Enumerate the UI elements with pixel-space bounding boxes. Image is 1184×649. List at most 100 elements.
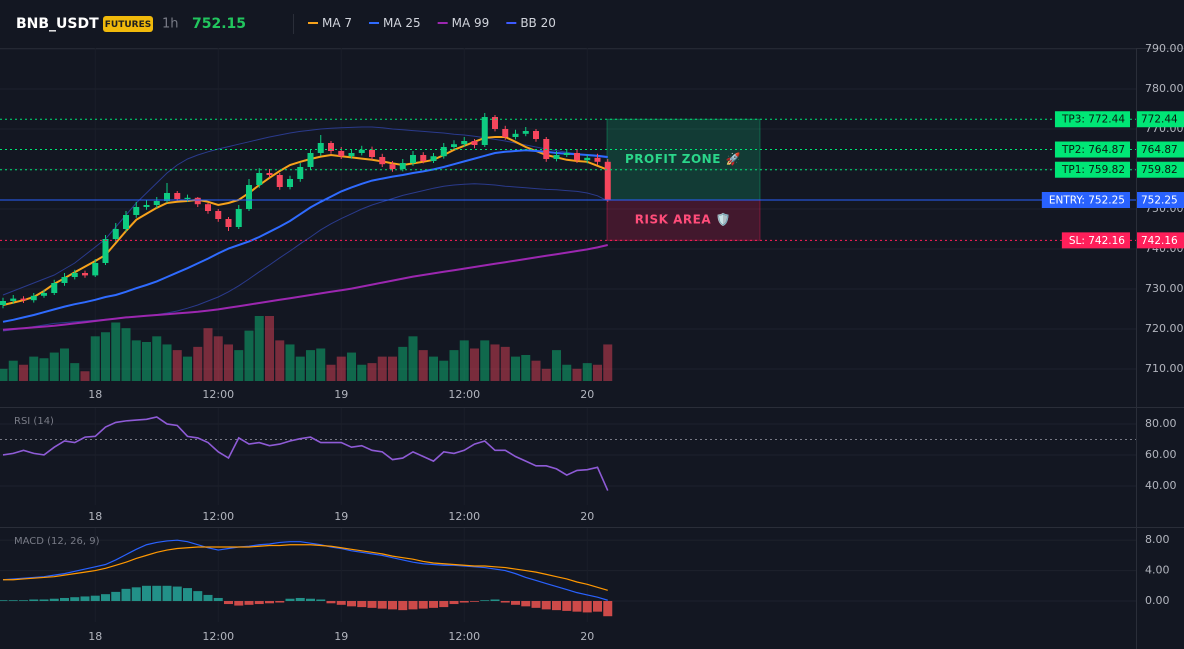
volume-bar: [418, 350, 428, 381]
volume-bar: [19, 364, 28, 381]
histogram-bar: [70, 597, 80, 602]
volume-bar: [480, 340, 490, 381]
volume-bar: [490, 344, 500, 381]
volume-bar: [101, 332, 110, 381]
histogram-bar: [316, 599, 326, 602]
histogram-bar: [90, 595, 100, 602]
y-tick-label: 720.00: [1145, 322, 1184, 335]
volume-bar: [357, 364, 367, 381]
volume-bar: [121, 328, 131, 381]
histogram-bar: [408, 601, 418, 610]
y-tick-label: 790.00: [1145, 42, 1184, 55]
histogram-bar: [275, 601, 285, 603]
histogram-bar: [603, 601, 613, 617]
level-label: ENTRY: 752.25: [1049, 195, 1125, 207]
candle-body: [10, 298, 17, 301]
volume-bar: [470, 348, 479, 381]
x-tick-label: 20: [580, 388, 594, 401]
volume-bar: [408, 336, 418, 381]
candle-body: [112, 229, 119, 239]
ma-line: [2, 244, 608, 331]
histogram-bar: [183, 588, 192, 602]
candle-body: [604, 161, 611, 201]
volume-bar: [234, 350, 244, 381]
price-tag-bg: [1137, 232, 1184, 249]
histogram-bar: [203, 594, 213, 602]
volume-bar: [511, 356, 520, 381]
histogram-bar: [449, 601, 459, 605]
x-tick-label: 18: [88, 630, 102, 643]
histogram-bar: [429, 601, 438, 608]
histogram-bar: [234, 601, 244, 606]
candle-body: [194, 197, 201, 205]
volume-bar: [203, 328, 213, 381]
volume-bar: [183, 356, 192, 381]
candle-body: [123, 215, 129, 229]
zone-label: RISK AREA 🛡️: [635, 213, 731, 227]
volume-bar: [285, 344, 295, 381]
x-tick-label: 20: [580, 630, 594, 643]
candle-body: [522, 131, 529, 134]
volume-bar: [0, 368, 8, 381]
histogram-bar: [480, 600, 490, 602]
volume-bar: [152, 336, 162, 381]
x-tick-label: 19: [334, 388, 348, 401]
volume-bar: [541, 368, 551, 381]
histogram-bar: [470, 601, 479, 602]
interval: 1h: [162, 17, 179, 32]
histogram-bar: [244, 601, 254, 605]
candle-body: [133, 207, 140, 215]
price-tag-bg: [1137, 111, 1184, 128]
ma-line: [2, 149, 608, 323]
last-price: 752.15: [192, 16, 246, 32]
histogram-bar: [162, 585, 172, 602]
candle-body: [328, 143, 334, 151]
zone-label: PROFIT ZONE 🚀: [625, 152, 741, 166]
y-tick-label: 60.00: [1145, 448, 1177, 461]
histogram-bar: [131, 587, 141, 602]
volume-bar: [39, 358, 49, 381]
histogram-bar: [213, 597, 223, 602]
volume-bar: [60, 348, 69, 381]
level-label: TP2: 764.87: [1061, 144, 1125, 156]
x-tick-label: 12:00: [448, 630, 480, 643]
y-tick-label: 4.00: [1145, 564, 1170, 577]
histogram-bar: [377, 601, 387, 609]
candle-body: [61, 277, 68, 283]
volume-bar: [275, 340, 285, 381]
histogram-bar: [19, 600, 28, 602]
candle-body: [594, 157, 601, 162]
histogram-bar: [193, 591, 203, 602]
histogram-bar: [439, 601, 449, 608]
badge-bg: [103, 16, 153, 32]
candle-body: [256, 173, 263, 185]
histogram-bar: [49, 598, 59, 602]
volume-bar: [449, 350, 459, 381]
y-tick-label: 730.00: [1145, 282, 1184, 295]
y-tick-label: 0.00: [1145, 594, 1170, 607]
candle-body: [492, 117, 498, 129]
volume-bar: [193, 346, 203, 381]
histogram-bar: [347, 601, 356, 607]
candle-body: [82, 273, 88, 276]
histogram-bar: [357, 601, 367, 608]
histogram-bar: [60, 597, 69, 602]
x-tick-label: 20: [580, 510, 594, 523]
candle-body: [420, 155, 427, 161]
y-tick-label: 8.00: [1145, 533, 1170, 546]
histogram-bar: [265, 601, 274, 604]
histogram-bar: [285, 598, 295, 602]
volume-bar: [111, 322, 121, 381]
candle-body: [235, 209, 242, 227]
candle-body: [30, 295, 37, 301]
symbol: BNB_USDT: [16, 16, 99, 32]
x-tick-label: 12:00: [202, 510, 234, 523]
histogram-bar: [8, 600, 18, 602]
histogram-bar: [388, 601, 397, 610]
histogram-bar: [500, 601, 510, 603]
histogram-bar: [418, 601, 428, 609]
candle-body: [451, 144, 457, 147]
